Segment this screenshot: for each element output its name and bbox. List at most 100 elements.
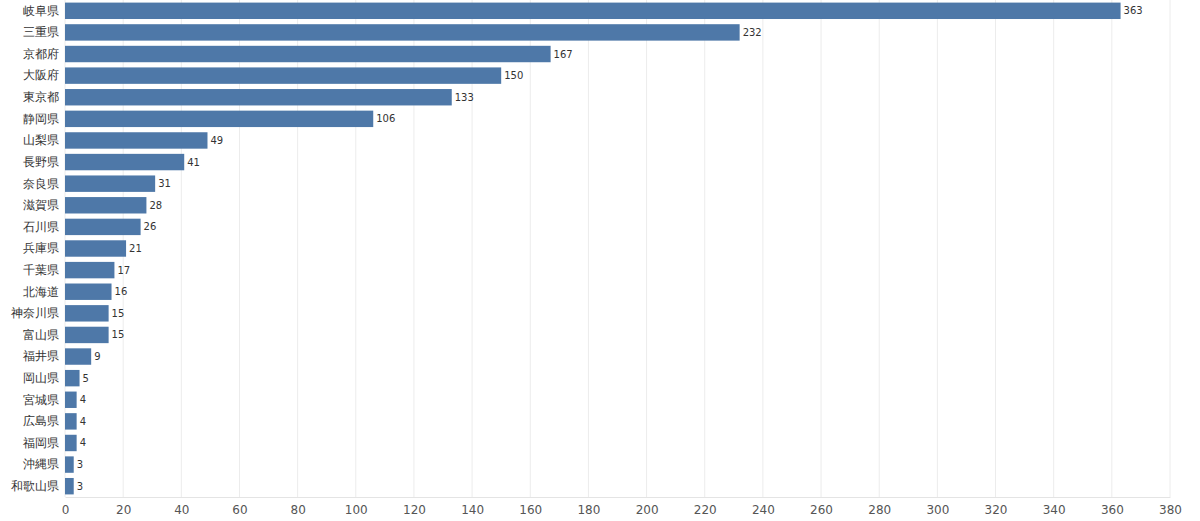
data-label: 31 xyxy=(158,178,171,189)
data-label: 28 xyxy=(149,200,162,211)
bar xyxy=(65,305,109,321)
category-label: 石川県 xyxy=(23,220,59,234)
bar xyxy=(65,284,112,300)
tick: 380 xyxy=(1159,497,1182,517)
data-label: 3 xyxy=(77,459,83,470)
tick-label: 200 xyxy=(636,503,659,517)
tick-label: 180 xyxy=(577,503,600,517)
bar xyxy=(65,132,207,148)
data-label: 4 xyxy=(80,437,86,448)
tick-label: 260 xyxy=(810,503,833,517)
category-label: 宮城県 xyxy=(23,393,59,407)
category-tick: 三重県 xyxy=(23,25,59,39)
category-tick: 千葉県 xyxy=(23,263,59,277)
tick: 40 xyxy=(174,497,189,517)
data-label: 167 xyxy=(554,49,573,60)
category-label: 長野県 xyxy=(23,155,59,169)
category-tick: 富山県 xyxy=(23,328,59,342)
category-tick: 兵庫県 xyxy=(23,241,59,255)
category-tick: 大阪府 xyxy=(23,68,59,82)
category-tick: 北海道 xyxy=(23,285,59,299)
grid-line xyxy=(1170,0,1171,497)
tick-label: 220 xyxy=(694,503,717,517)
chart: 3632321671501331064941312826211716151595… xyxy=(0,0,1200,521)
tick: 140 xyxy=(461,497,484,517)
tick: 20 xyxy=(116,497,131,517)
bar xyxy=(65,154,184,170)
category-tick: 東京都 xyxy=(23,90,59,104)
tick: 60 xyxy=(232,497,247,517)
tick-label: 320 xyxy=(985,503,1008,517)
grid-line xyxy=(1111,0,1112,497)
category-label: 岐阜県 xyxy=(23,4,59,18)
data-label: 150 xyxy=(504,70,523,81)
tick: 340 xyxy=(1043,497,1066,517)
category-label: 福井県 xyxy=(23,349,59,363)
tick: 240 xyxy=(752,497,775,517)
tick-label: 300 xyxy=(926,503,949,517)
category-tick: 福井県 xyxy=(23,349,59,363)
category-label: 三重県 xyxy=(23,25,59,39)
category-label: 山梨県 xyxy=(23,133,59,147)
data-label: 4 xyxy=(80,416,86,427)
bar xyxy=(65,197,146,213)
category-label: 京都府 xyxy=(23,47,59,61)
data-label: 4 xyxy=(80,394,86,405)
tick-label: 0 xyxy=(62,503,70,517)
category-tick: 岐阜県 xyxy=(23,4,59,18)
category-tick: 石川県 xyxy=(23,220,59,234)
grid-line xyxy=(1053,0,1054,497)
category-tick: 福岡県 xyxy=(23,436,59,450)
tick-label: 80 xyxy=(290,503,305,517)
x-axis: 0 20 40 60 80 100 120 140 160 180 200 220 240 260 280 3… xyxy=(62,497,1182,517)
tick-label: 100 xyxy=(345,503,368,517)
tick: 120 xyxy=(403,497,426,517)
category-tick: 奈良県 xyxy=(23,177,59,191)
tick-label: 280 xyxy=(868,503,891,517)
category-label: 沖縄県 xyxy=(23,457,59,471)
grid-line xyxy=(762,0,763,497)
category-tick: 山梨県 xyxy=(23,133,59,147)
category-tick: 京都府 xyxy=(23,47,59,61)
bar xyxy=(65,327,109,343)
data-label: 49 xyxy=(210,135,223,146)
bar xyxy=(65,175,155,191)
tick: 280 xyxy=(868,497,891,517)
tick-label: 40 xyxy=(174,503,189,517)
data-label: 26 xyxy=(144,221,157,232)
tick-label: 240 xyxy=(752,503,775,517)
tick: 300 xyxy=(926,497,949,517)
grid-line xyxy=(704,0,705,497)
bar xyxy=(65,413,77,429)
category-label: 神奈川県 xyxy=(11,306,59,320)
grid-line xyxy=(588,0,589,497)
bar xyxy=(65,240,126,256)
category-label: 静岡県 xyxy=(23,112,59,126)
category-label: 兵庫県 xyxy=(23,241,59,255)
tick: 80 xyxy=(290,497,305,517)
category-tick: 滋賀県 xyxy=(23,198,59,212)
category-label: 和歌山県 xyxy=(11,479,59,493)
bar xyxy=(65,111,373,127)
category-label: 北海道 xyxy=(23,285,59,299)
tick-label: 380 xyxy=(1159,503,1182,517)
bar xyxy=(65,392,77,408)
bar xyxy=(65,219,141,235)
bar xyxy=(65,478,74,494)
tick-label: 360 xyxy=(1101,503,1124,517)
tick-label: 120 xyxy=(403,503,426,517)
bar xyxy=(65,3,1121,19)
tick: 320 xyxy=(985,497,1008,517)
tick: 160 xyxy=(519,497,542,517)
category-label: 富山県 xyxy=(23,328,59,342)
tick: 200 xyxy=(636,497,659,517)
grid-line xyxy=(530,0,531,497)
axis-line xyxy=(66,497,1171,498)
category-tick: 和歌山県 xyxy=(11,479,59,493)
category-label: 東京都 xyxy=(23,90,59,104)
tick-label: 140 xyxy=(461,503,484,517)
data-label: 3 xyxy=(77,481,83,492)
data-label: 17 xyxy=(117,265,130,276)
bars xyxy=(65,3,1121,495)
tick: 260 xyxy=(810,497,833,517)
